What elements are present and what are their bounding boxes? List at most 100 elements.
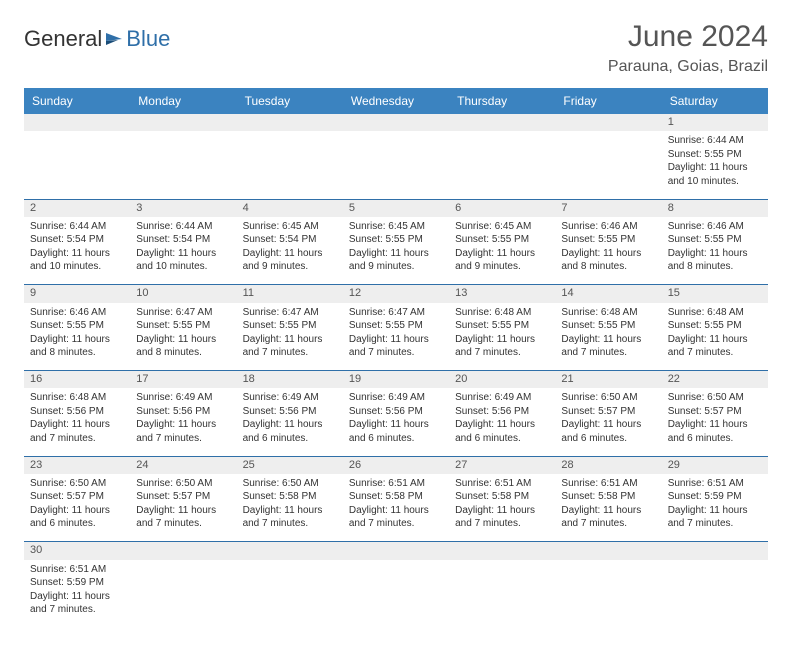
- cell-line-sunrise: Sunrise: 6:46 AM: [668, 220, 762, 234]
- cell-line-sunset: Sunset: 5:58 PM: [349, 490, 443, 504]
- cell-line-sunrise: Sunrise: 6:44 AM: [30, 220, 124, 234]
- day-number: 24: [130, 456, 236, 474]
- cell-line-sunset: Sunset: 5:57 PM: [30, 490, 124, 504]
- calendar-cell: Sunrise: 6:51 AMSunset: 5:58 PMDaylight:…: [555, 474, 661, 542]
- day-header: Thursday: [449, 88, 555, 114]
- cell-line-day2: and 8 minutes.: [668, 260, 762, 274]
- cell-line-sunrise: Sunrise: 6:50 AM: [30, 477, 124, 491]
- cell-line-day2: and 7 minutes.: [455, 346, 549, 360]
- day-number: 12: [343, 285, 449, 303]
- cell-line-sunrise: Sunrise: 6:49 AM: [455, 391, 549, 405]
- cell-line-sunset: Sunset: 5:56 PM: [136, 405, 230, 419]
- day-number: [237, 114, 343, 131]
- cell-line-day2: and 7 minutes.: [136, 517, 230, 531]
- calendar-cell: Sunrise: 6:48 AMSunset: 5:55 PMDaylight:…: [555, 303, 661, 371]
- cell-line-day1: Daylight: 11 hours: [349, 247, 443, 261]
- calendar-row: Sunrise: 6:44 AMSunset: 5:55 PMDaylight:…: [24, 131, 768, 199]
- cell-line-day2: and 7 minutes.: [455, 517, 549, 531]
- day-number: [662, 542, 768, 560]
- day-number: 13: [449, 285, 555, 303]
- cell-line-day1: Daylight: 11 hours: [561, 504, 655, 518]
- day-number: 4: [237, 199, 343, 217]
- day-number-row: 9101112131415: [24, 285, 768, 303]
- cell-line-sunset: Sunset: 5:54 PM: [136, 233, 230, 247]
- title-block: June 2024 Parauna, Goias, Brazil: [608, 20, 768, 76]
- day-number: [555, 542, 661, 560]
- day-header-row: SundayMondayTuesdayWednesdayThursdayFrid…: [24, 88, 768, 114]
- day-number-row: 23242526272829: [24, 456, 768, 474]
- cell-line-sunset: Sunset: 5:55 PM: [136, 319, 230, 333]
- day-number: [130, 542, 236, 560]
- cell-line-day1: Daylight: 11 hours: [30, 590, 124, 604]
- day-number: 30: [24, 542, 130, 560]
- cell-line-sunrise: Sunrise: 6:49 AM: [243, 391, 337, 405]
- cell-line-day1: Daylight: 11 hours: [136, 247, 230, 261]
- cell-line-sunrise: Sunrise: 6:51 AM: [349, 477, 443, 491]
- cell-line-sunrise: Sunrise: 6:47 AM: [349, 306, 443, 320]
- cell-line-sunrise: Sunrise: 6:48 AM: [455, 306, 549, 320]
- calendar-cell: Sunrise: 6:49 AMSunset: 5:56 PMDaylight:…: [130, 388, 236, 456]
- day-number: 17: [130, 371, 236, 389]
- cell-line-day1: Daylight: 11 hours: [243, 333, 337, 347]
- calendar-cell: [449, 131, 555, 199]
- cell-line-day1: Daylight: 11 hours: [455, 418, 549, 432]
- cell-line-day1: Daylight: 11 hours: [668, 247, 762, 261]
- cell-line-sunset: Sunset: 5:57 PM: [561, 405, 655, 419]
- day-header: Tuesday: [237, 88, 343, 114]
- calendar-cell: Sunrise: 6:44 AMSunset: 5:54 PMDaylight:…: [24, 217, 130, 285]
- cell-line-sunset: Sunset: 5:55 PM: [668, 319, 762, 333]
- calendar-cell: Sunrise: 6:47 AMSunset: 5:55 PMDaylight:…: [130, 303, 236, 371]
- calendar-cell: Sunrise: 6:48 AMSunset: 5:55 PMDaylight:…: [449, 303, 555, 371]
- calendar-row: Sunrise: 6:48 AMSunset: 5:56 PMDaylight:…: [24, 388, 768, 456]
- cell-line-day2: and 9 minutes.: [349, 260, 443, 274]
- cell-line-day1: Daylight: 11 hours: [561, 418, 655, 432]
- day-number: 3: [130, 199, 236, 217]
- cell-line-day2: and 8 minutes.: [30, 346, 124, 360]
- cell-line-sunrise: Sunrise: 6:51 AM: [455, 477, 549, 491]
- logo: General Blue: [24, 26, 170, 52]
- cell-line-day1: Daylight: 11 hours: [561, 333, 655, 347]
- cell-line-sunset: Sunset: 5:55 PM: [668, 233, 762, 247]
- calendar-cell: Sunrise: 6:49 AMSunset: 5:56 PMDaylight:…: [343, 388, 449, 456]
- cell-line-sunset: Sunset: 5:58 PM: [455, 490, 549, 504]
- cell-line-sunset: Sunset: 5:59 PM: [668, 490, 762, 504]
- calendar-cell: Sunrise: 6:51 AMSunset: 5:59 PMDaylight:…: [662, 474, 768, 542]
- day-number: [130, 114, 236, 131]
- cell-line-day2: and 7 minutes.: [349, 346, 443, 360]
- cell-line-sunrise: Sunrise: 6:44 AM: [136, 220, 230, 234]
- day-number: [343, 114, 449, 131]
- calendar-cell: Sunrise: 6:47 AMSunset: 5:55 PMDaylight:…: [237, 303, 343, 371]
- calendar-cell: Sunrise: 6:46 AMSunset: 5:55 PMDaylight:…: [662, 217, 768, 285]
- cell-line-day2: and 7 minutes.: [561, 517, 655, 531]
- cell-line-sunset: Sunset: 5:59 PM: [30, 576, 124, 590]
- cell-line-day2: and 7 minutes.: [668, 517, 762, 531]
- cell-line-day2: and 6 minutes.: [455, 432, 549, 446]
- calendar-cell: Sunrise: 6:50 AMSunset: 5:57 PMDaylight:…: [130, 474, 236, 542]
- calendar-cell: Sunrise: 6:50 AMSunset: 5:57 PMDaylight:…: [555, 388, 661, 456]
- cell-line-day1: Daylight: 11 hours: [136, 504, 230, 518]
- calendar-cell: Sunrise: 6:50 AMSunset: 5:57 PMDaylight:…: [662, 388, 768, 456]
- calendar-cell: Sunrise: 6:45 AMSunset: 5:55 PMDaylight:…: [343, 217, 449, 285]
- cell-line-sunrise: Sunrise: 6:45 AM: [455, 220, 549, 234]
- calendar-cell: [237, 560, 343, 628]
- cell-line-sunset: Sunset: 5:55 PM: [30, 319, 124, 333]
- calendar-cell: Sunrise: 6:44 AMSunset: 5:55 PMDaylight:…: [662, 131, 768, 199]
- cell-line-sunrise: Sunrise: 6:50 AM: [668, 391, 762, 405]
- cell-line-sunrise: Sunrise: 6:51 AM: [561, 477, 655, 491]
- day-header: Wednesday: [343, 88, 449, 114]
- calendar-cell: [343, 131, 449, 199]
- day-header: Sunday: [24, 88, 130, 114]
- cell-line-day1: Daylight: 11 hours: [243, 418, 337, 432]
- calendar-cell: [24, 131, 130, 199]
- cell-line-day2: and 9 minutes.: [455, 260, 549, 274]
- calendar-row: Sunrise: 6:44 AMSunset: 5:54 PMDaylight:…: [24, 217, 768, 285]
- calendar-cell: Sunrise: 6:47 AMSunset: 5:55 PMDaylight:…: [343, 303, 449, 371]
- cell-line-day1: Daylight: 11 hours: [30, 247, 124, 261]
- day-number: 19: [343, 371, 449, 389]
- calendar-cell: [662, 560, 768, 628]
- calendar-cell: Sunrise: 6:50 AMSunset: 5:57 PMDaylight:…: [24, 474, 130, 542]
- day-number-row: 2345678: [24, 199, 768, 217]
- calendar-cell: Sunrise: 6:50 AMSunset: 5:58 PMDaylight:…: [237, 474, 343, 542]
- day-number: [343, 542, 449, 560]
- cell-line-day2: and 7 minutes.: [349, 517, 443, 531]
